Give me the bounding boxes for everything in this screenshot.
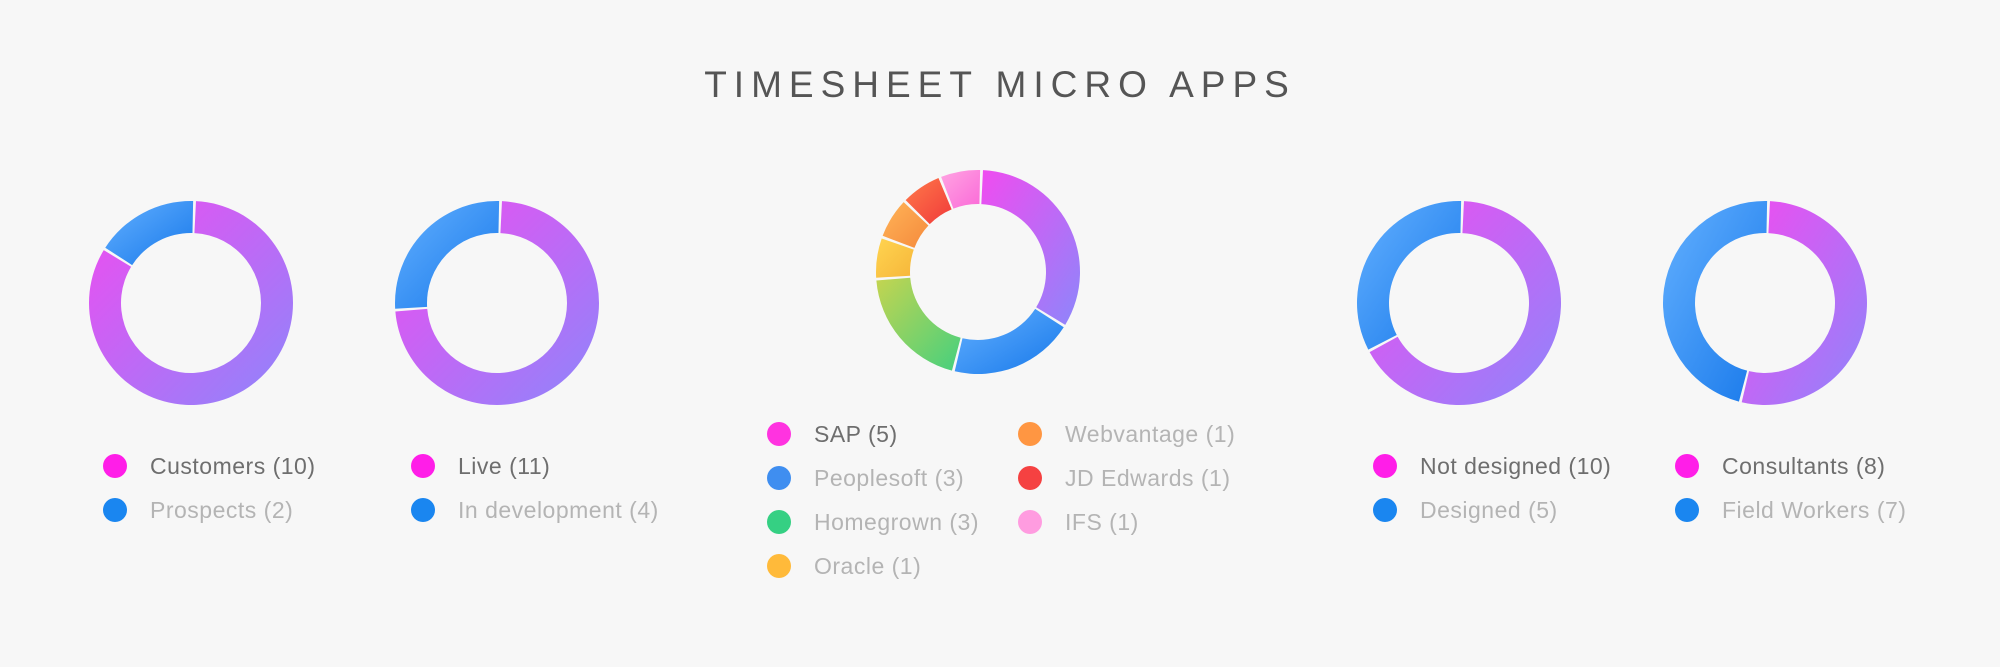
legend-label: Designed (5) xyxy=(1420,497,1558,523)
legend-dot-icon xyxy=(767,466,791,490)
donut-slice-jd-edwards xyxy=(905,177,952,225)
legend-label: SAP (5) xyxy=(814,421,898,447)
legend-dot-icon xyxy=(767,422,791,446)
legend-dot-icon xyxy=(1018,510,1042,534)
legend-label: Field Workers (7) xyxy=(1722,497,1907,523)
legend-label: Peoplesoft (3) xyxy=(814,465,965,491)
legend-label: Not designed (10) xyxy=(1420,453,1612,479)
donut-slice-ifs xyxy=(941,170,981,209)
donut-slice-webvantage xyxy=(882,202,929,248)
donut-slice-oracle xyxy=(876,238,914,278)
legend-dot-icon xyxy=(767,510,791,534)
legend-dot-icon xyxy=(1675,498,1699,522)
legend-dot-icon xyxy=(103,454,127,478)
legend-dot-icon xyxy=(411,454,435,478)
legend-dot-icon xyxy=(1018,466,1042,490)
legend-dot-icon xyxy=(1675,454,1699,478)
donut-slice-prospects xyxy=(105,201,194,266)
legend-dot-icon xyxy=(767,554,791,578)
donut-slice-peoplesoft xyxy=(954,308,1064,375)
legend-dot-icon xyxy=(1018,422,1042,446)
legend-label: Customers (10) xyxy=(150,453,316,479)
legend-dot-icon xyxy=(1373,498,1397,522)
donut-slice-not-designed xyxy=(1369,201,1562,405)
legend-label: In development (4) xyxy=(458,497,659,523)
page-title: TIMESHEET MICRO APPS xyxy=(704,64,1296,105)
donut-slice-sap xyxy=(981,170,1080,325)
donut-slice-live xyxy=(395,201,599,405)
legend-label: JD Edwards (1) xyxy=(1065,465,1231,491)
legend-dot-icon xyxy=(1373,454,1397,478)
legend-dot-icon xyxy=(411,498,435,522)
donut-slice-consultants xyxy=(1741,201,1868,405)
legend-label: Webvantage (1) xyxy=(1065,421,1236,447)
legend-label: Homegrown (3) xyxy=(814,509,979,535)
donut-slice-in-development xyxy=(394,201,500,309)
donut-slice-designed xyxy=(1357,200,1462,350)
legend-label: Prospects (2) xyxy=(150,497,294,523)
legend-label: IFS (1) xyxy=(1065,509,1139,535)
legend-label: Consultants (8) xyxy=(1722,453,1886,479)
legend-label: Live (11) xyxy=(458,453,551,479)
donut-slice-field-workers xyxy=(1663,201,1768,402)
legend-dot-icon xyxy=(103,498,127,522)
legend-label: Oracle (1) xyxy=(814,553,922,579)
donut-slice-customers xyxy=(88,201,294,406)
donut-slice-homegrown xyxy=(876,277,961,371)
